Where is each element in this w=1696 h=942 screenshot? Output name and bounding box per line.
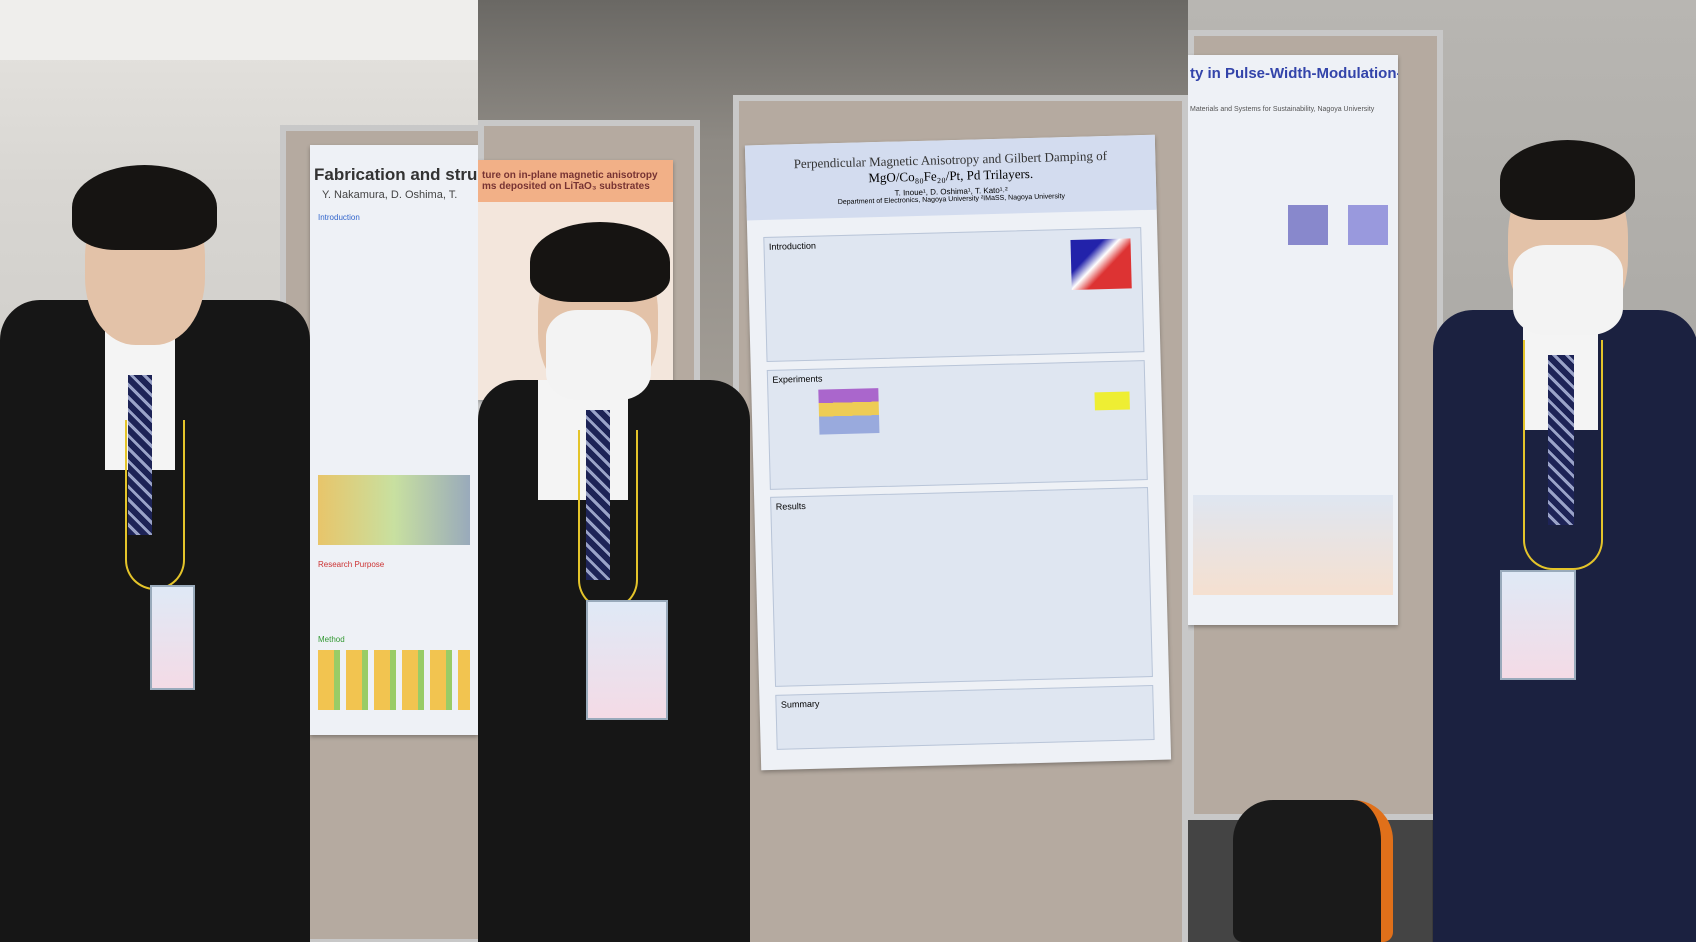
poster-affiliation: Materials and Systems for Sustainability… (1190, 106, 1375, 113)
section-summary: Summary (775, 684, 1155, 750)
poster-header: Perpendicular Magnetic Anisotropy and Gi… (744, 134, 1157, 221)
poster: ty in Pulse-Width-Modulation-type Materi… (1188, 55, 1398, 625)
name-badge (586, 600, 668, 720)
backpack (1233, 800, 1393, 942)
hair (1500, 140, 1635, 220)
poster-figure (1193, 495, 1393, 595)
photo-panel-middle: ture on in-plane magnetic anisotropy ms d… (478, 0, 1188, 942)
face-mask (546, 310, 651, 400)
lanyard (1523, 340, 1603, 570)
poster-figure (318, 650, 470, 710)
poster-title: Fabrication and structur (314, 165, 478, 184)
lanyard (578, 430, 638, 610)
ceiling (0, 0, 478, 60)
lanyard (125, 420, 185, 590)
poster: Fabrication and structur Y. Nakamura, D.… (310, 145, 478, 735)
name-badge (1500, 570, 1576, 680)
section-experiments: Experiments (767, 360, 1148, 490)
face-mask (1513, 245, 1623, 335)
hair (72, 165, 217, 250)
poster-figure (318, 475, 470, 545)
poster: Perpendicular Magnetic Anisotropy and Gi… (744, 134, 1172, 771)
section-heading: Method (318, 635, 345, 644)
section-heading: Research Purpose (318, 560, 385, 569)
poster-authors: Y. Nakamura, D. Oshima, T. (322, 189, 458, 201)
tie (128, 375, 152, 535)
tie (1548, 355, 1574, 525)
photo-panel-left: Fabrication and structur Y. Nakamura, D.… (0, 0, 478, 942)
section-results: Results (770, 487, 1153, 687)
photo-panel-right: ty in Pulse-Width-Modulation-type Materi… (1188, 0, 1696, 942)
poster-title: ture on in-plane magnetic anisotropy ms d… (478, 160, 673, 202)
section-heading: Introduction (318, 213, 360, 222)
section-introduction: Introduction (763, 227, 1145, 362)
poster-figure (1288, 205, 1328, 245)
poster-title: ty in Pulse-Width-Modulation-type (1190, 65, 1398, 82)
name-badge (150, 585, 195, 690)
poster-figure (1348, 205, 1388, 245)
hair (530, 222, 670, 302)
